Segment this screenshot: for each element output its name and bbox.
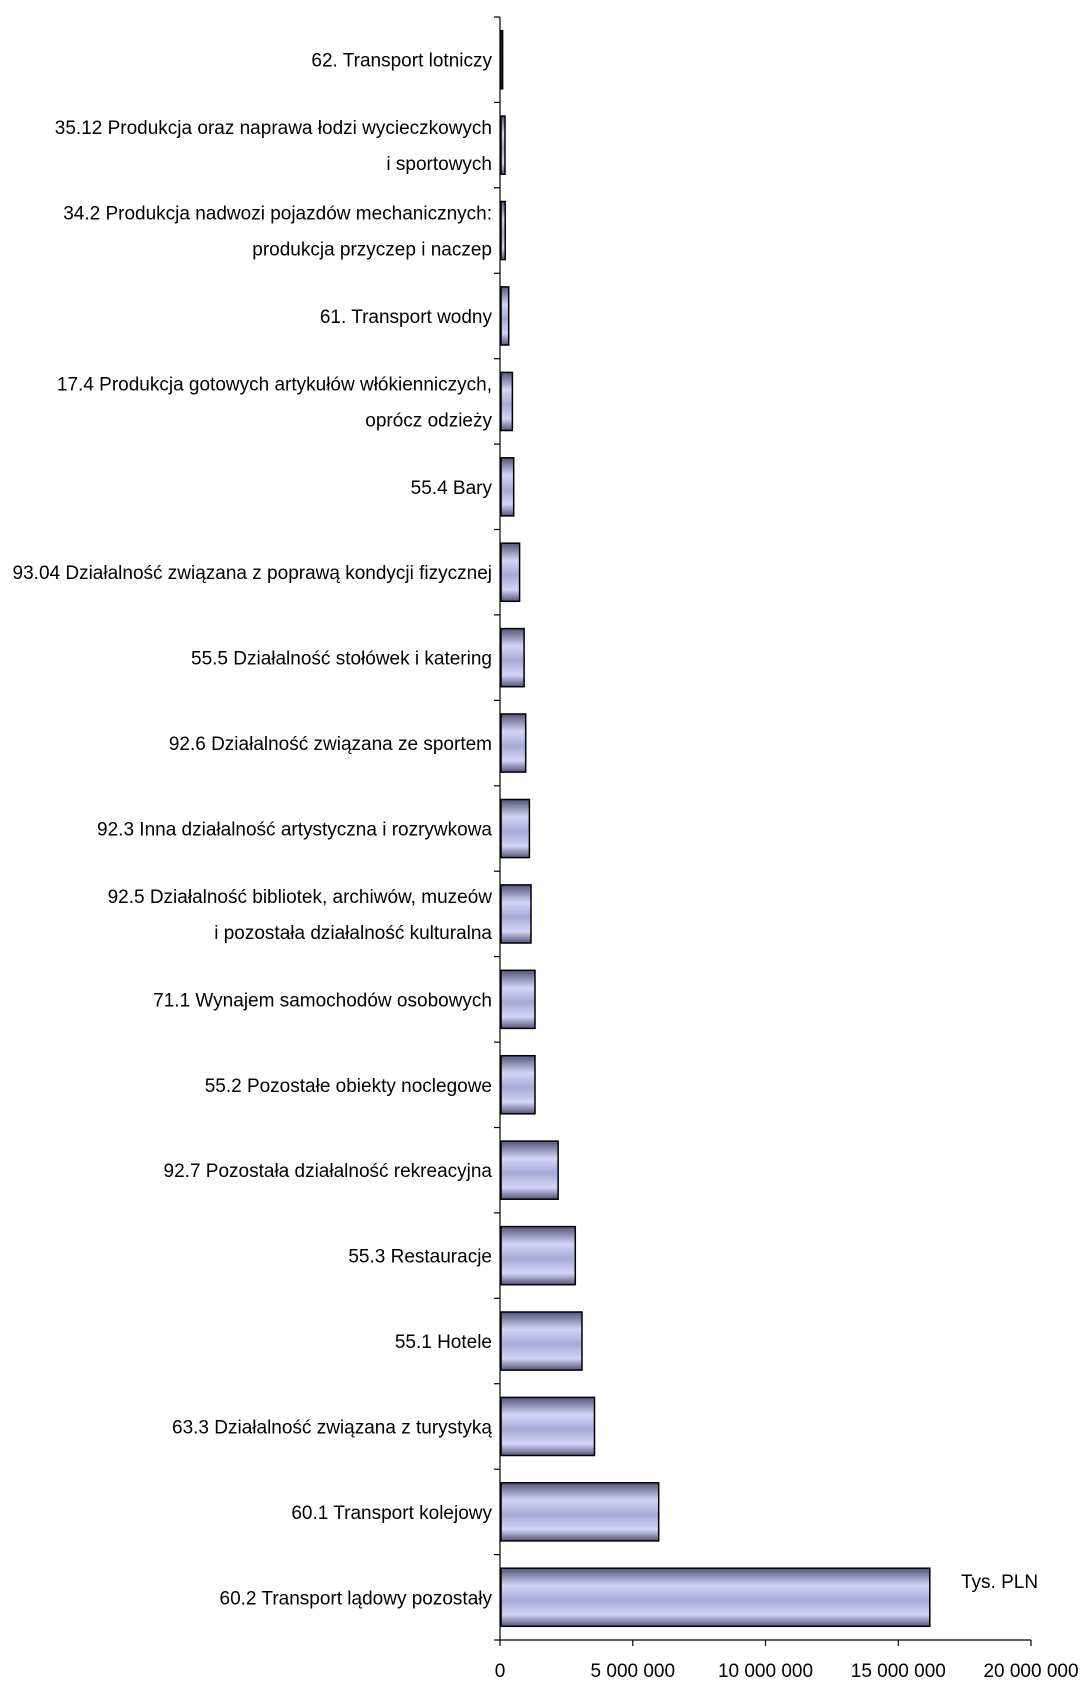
bar-16 (500, 1396, 596, 1457)
category-labels-group: 62. Transport lotniczy 35.12 Produkcja or… (13, 51, 493, 1610)
bar-15 (500, 1311, 583, 1371)
category-label-4-line-0: 17.4 Produkcja gotowych artykułów włókie… (57, 374, 492, 395)
category-label-1-line-0: 35.12 Produkcja oraz naprawa łodzi wycie… (55, 118, 492, 139)
category-label-12: 55.2 Pozostałe obiekty noclegowe (205, 1076, 492, 1097)
category-label-8: 92.6 Działalność związana ze sportem (169, 734, 492, 755)
category-label-1-line-1: i sportowych (386, 154, 492, 175)
bar-14 (500, 1225, 577, 1286)
category-label-5: 55.4 Bary (411, 478, 493, 499)
bar-9 (500, 798, 531, 859)
bar-0 (500, 29, 504, 90)
category-label-3: 61. Transport wodny (320, 307, 493, 328)
bar-5 (500, 457, 515, 517)
axes-group: 0 5 000 000 10 000 000 15 000 000 20 000 000 (494, 16, 1079, 1682)
category-label-6: 93.04 Działalność związana z poprawą kon… (13, 563, 492, 584)
category-label-10-line-0: 92.5 Działalność bibliotek, archiwów, mu… (108, 887, 493, 908)
category-label-17: 60.1 Transport kolejowy (291, 1503, 492, 1524)
x-tick-label-4: 20 000 000 (983, 1661, 1078, 1682)
unit-label: Tys. PLN (961, 1572, 1038, 1593)
category-label-2-line-1: produkcja przyczep i naczep (252, 240, 492, 261)
bar-3 (500, 286, 510, 346)
bar-17 (500, 1482, 660, 1542)
x-tick-label-2: 10 000 000 (718, 1661, 813, 1682)
bars-group (500, 29, 931, 1628)
bar-11 (500, 969, 536, 1030)
category-label-9: 92.3 Inna działalność artystyczna i rozr… (97, 820, 492, 841)
x-tick-label-0: 0 (495, 1661, 506, 1682)
bar-2 (500, 200, 506, 261)
category-label-7: 55.5 Działalność stołówek i katering (191, 649, 492, 670)
category-label-4-line-1: oprócz odzieży (365, 410, 492, 431)
x-tick-label-1: 5 000 000 (591, 1661, 676, 1682)
category-label-10-line-1: i pozostała działalność kulturalna (214, 923, 492, 944)
bar-13 (500, 1140, 559, 1200)
bar-6 (500, 542, 521, 603)
bar-1 (500, 115, 506, 175)
category-label-18: 60.2 Transport lądowy pozostały (220, 1588, 493, 1609)
x-tick-label-3: 15 000 000 (851, 1661, 946, 1682)
category-label-0: 62. Transport lotniczy (311, 51, 492, 72)
bar-8 (500, 713, 527, 773)
category-label-13: 92.7 Pozostała działalność rekreacyjna (164, 1161, 493, 1182)
bar-7 (500, 627, 525, 688)
category-label-15: 55.1 Hotele (395, 1332, 492, 1353)
category-label-2-line-0: 34.2 Produkcja nadwozi pojazdów mechanic… (63, 204, 492, 225)
bar-18 (500, 1567, 931, 1628)
bar-10 (500, 884, 532, 944)
category-label-11: 71.1 Wynajem samochodów osobowych (153, 990, 492, 1011)
category-label-16: 63.3 Działalność związana z turystyką (172, 1417, 492, 1438)
bar-4 (500, 371, 514, 432)
category-label-14: 55.3 Restauracje (348, 1247, 492, 1268)
bar-12 (500, 1054, 536, 1115)
